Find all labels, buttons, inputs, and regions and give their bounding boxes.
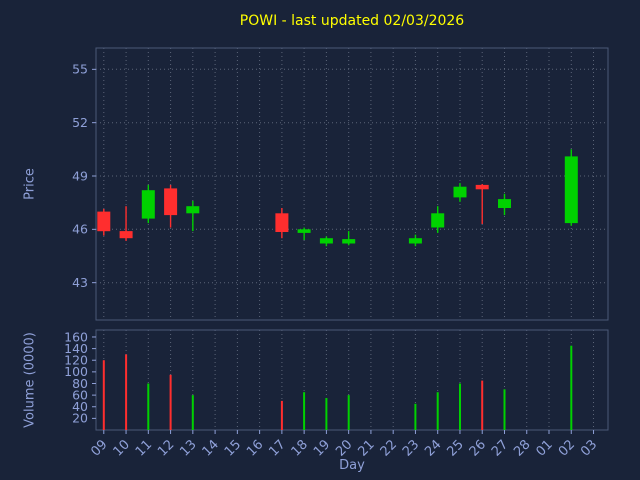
volume-bar (459, 383, 461, 430)
x-tick-label: 17 (266, 437, 288, 459)
candle-body (141, 190, 155, 219)
volume-bar (481, 380, 484, 430)
x-tick-label: 27 (489, 437, 511, 459)
volume-bar (414, 403, 417, 430)
volume-tick-label: 140 (64, 341, 88, 356)
candle-body (119, 231, 133, 239)
candle-body (498, 199, 511, 208)
volume-tick-label: 40 (72, 399, 88, 414)
candle-body (431, 213, 445, 228)
x-tick-label: 12 (155, 437, 177, 459)
x-axis-title: Day (339, 458, 365, 473)
price-tick-label: 52 (72, 115, 88, 130)
candle-body (408, 238, 422, 244)
volume-tick-label: 160 (64, 329, 88, 344)
volume-bar (436, 392, 439, 430)
axis-ticks (92, 68, 595, 434)
volume-bar (125, 354, 128, 430)
x-tick-label: 15 (222, 437, 244, 459)
candle-body (186, 206, 200, 214)
grid-lines (96, 48, 608, 430)
x-tick-label: 24 (422, 437, 444, 459)
x-tick-label: 22 (378, 437, 400, 459)
volume-panel (95, 329, 609, 431)
candle-body (475, 184, 489, 190)
x-tick-label: 14 (200, 437, 222, 459)
candle-body (342, 239, 356, 244)
candle-body (164, 188, 178, 216)
x-tick-label: 01 (534, 437, 556, 459)
x-tick-label: 10 (111, 437, 133, 459)
panel-frames (95, 47, 609, 431)
x-tick-label: 19 (311, 437, 333, 459)
volume-tick-label: 120 (64, 353, 88, 368)
price-tick-label: 49 (72, 168, 88, 183)
volume-bar (347, 395, 350, 430)
price-panel (95, 47, 609, 321)
volume-bar (325, 398, 328, 430)
price-axis-title: Price (22, 168, 38, 200)
volume-bar (303, 392, 306, 430)
x-tick-label: 25 (444, 437, 466, 459)
candles (97, 149, 578, 247)
volume-tick-label: 60 (72, 387, 88, 402)
candle-body (297, 229, 311, 233)
candle-body (319, 238, 333, 244)
x-tick-label: 11 (133, 437, 155, 459)
volume-tick-label: 20 (72, 411, 88, 426)
volume-bar (147, 383, 150, 430)
x-tick-label: 16 (244, 437, 266, 459)
candle-body (453, 186, 467, 198)
volume-bar (169, 374, 172, 430)
x-tick-label: 20 (333, 437, 355, 459)
volume-tick-label: 80 (72, 376, 88, 391)
price-tick-label: 46 (72, 222, 88, 237)
x-tick-label: 21 (355, 437, 377, 459)
chart-title: POWI - last updated 02/03/2026 (239, 13, 465, 29)
x-tick-label: 02 (556, 437, 578, 459)
price-tick-label: 55 (72, 62, 88, 77)
x-tick-label: 28 (511, 437, 533, 459)
volume-bar (280, 400, 283, 430)
x-tick-label: 13 (177, 437, 199, 459)
volume-bar (503, 389, 506, 430)
candle-body (97, 211, 111, 232)
volume-bar (570, 345, 573, 430)
x-tick-label: 18 (289, 437, 311, 459)
x-tick-label: 26 (467, 437, 489, 459)
x-tick-label: 09 (88, 437, 110, 459)
x-tick-label: 03 (578, 437, 600, 459)
price-tick-label: 43 (72, 275, 88, 290)
x-tick-label: 23 (400, 437, 422, 459)
volume-bars (102, 345, 573, 430)
volume-tick-label: 100 (64, 364, 88, 379)
volume-bar (102, 360, 105, 430)
candle-body (275, 213, 289, 232)
volume-bar (191, 395, 194, 430)
volume-axis-title: Volume (0000) (22, 332, 38, 428)
candle-body (564, 156, 578, 224)
